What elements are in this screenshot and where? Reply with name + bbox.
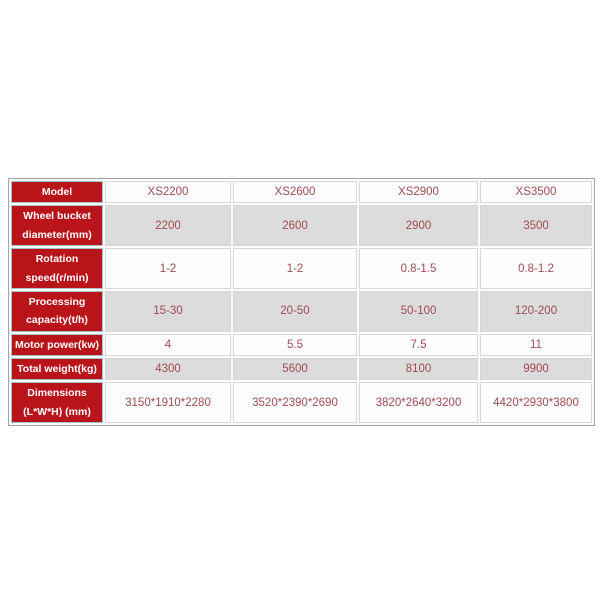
- table-row-dimensions: Dimensions (L*W*H) (mm) 3150*1910*2280 3…: [11, 382, 592, 424]
- row-header-motor-power: Motor power(kw): [11, 333, 103, 356]
- cell-capacity-col4: 120-200: [480, 290, 592, 332]
- cell-model-col2: XS2600: [233, 181, 357, 204]
- cell-model-col1: XS2200: [105, 181, 231, 204]
- row-header-label: Wheel bucket: [23, 210, 91, 223]
- cell-capacity-col1: 15-30: [105, 290, 231, 332]
- cell-power-col2: 5.5: [233, 333, 357, 356]
- row-header-total-weight: Total weight(kg): [11, 358, 103, 381]
- table-row-model: Model XS2200 XS2600 XS2900 XS3500: [11, 181, 592, 204]
- spec-table: Model XS2200 XS2600 XS2900 XS3500 Wheel …: [8, 178, 595, 427]
- table-row-wheel-bucket-diameter: Wheel bucket diameter(mm) 2200 2600 2900…: [11, 205, 592, 247]
- table-row-total-weight: Total weight(kg) 4300 5600 8100 9900: [11, 358, 592, 381]
- cell-weight-col4: 9900: [480, 358, 592, 381]
- row-header-label-line2: (L*W*H) (mm): [23, 405, 91, 418]
- cell-rotation-col2: 1-2: [233, 248, 357, 289]
- cell-weight-col3: 8100: [359, 358, 478, 381]
- row-header-rotation-speed: Rotation speed(r/min): [11, 248, 103, 289]
- cell-diameter-col2: 2600: [233, 205, 357, 247]
- row-header-label: Total weight(kg): [17, 363, 97, 375]
- row-header-label: Processing: [28, 295, 86, 308]
- cell-power-col3: 7.5: [359, 333, 478, 356]
- row-header-label: Motor power(kw): [15, 338, 99, 351]
- cell-dimensions-col4: 4420*2930*3800: [480, 382, 592, 424]
- cell-model-col4: XS3500: [480, 181, 592, 204]
- table-row-motor-power: Motor power(kw) 4 5.5 7.5 11: [11, 333, 592, 356]
- cell-rotation-col1: 1-2: [105, 248, 231, 289]
- cell-weight-col2: 5600: [233, 358, 357, 381]
- row-header-label: Dimensions: [27, 387, 87, 400]
- cell-rotation-col4: 0.8-1.2: [480, 248, 592, 289]
- row-header-model: Model: [11, 181, 103, 204]
- row-header-processing-capacity: Processing capacity(t/h): [11, 290, 103, 332]
- row-header-dimensions: Dimensions (L*W*H) (mm): [11, 382, 103, 424]
- row-header-label: Model: [41, 186, 73, 198]
- cell-weight-col1: 4300: [105, 358, 231, 381]
- row-header-label-line2: diameter(mm): [22, 228, 92, 241]
- row-header-label: Rotation: [35, 253, 79, 266]
- cell-dimensions-col3: 3820*2640*3200: [359, 382, 478, 424]
- cell-diameter-col1: 2200: [105, 205, 231, 247]
- row-header-label-line2: speed(r/min): [25, 271, 89, 284]
- row-header-wheel-bucket-diameter: Wheel bucket diameter(mm): [11, 205, 103, 247]
- cell-capacity-col3: 50-100: [359, 290, 478, 332]
- table-row-processing-capacity: Processing capacity(t/h) 15-30 20-50 50-…: [11, 290, 592, 332]
- cell-model-col3: XS2900: [359, 181, 478, 204]
- cell-power-col4: 11: [480, 333, 592, 356]
- cell-diameter-col3: 2900: [359, 205, 478, 247]
- cell-rotation-col3: 0.8-1.5: [359, 248, 478, 289]
- row-header-label-line2: capacity(t/h): [26, 314, 88, 327]
- cell-diameter-col4: 3500: [480, 205, 592, 247]
- cell-capacity-col2: 20-50: [233, 290, 357, 332]
- table-row-rotation-speed: Rotation speed(r/min) 1-2 1-2 0.8-1.5 0.…: [11, 248, 592, 289]
- cell-power-col1: 4: [105, 333, 231, 356]
- cell-dimensions-col1: 3150*1910*2280: [105, 382, 231, 424]
- cell-dimensions-col2: 3520*2390*2690: [233, 382, 357, 424]
